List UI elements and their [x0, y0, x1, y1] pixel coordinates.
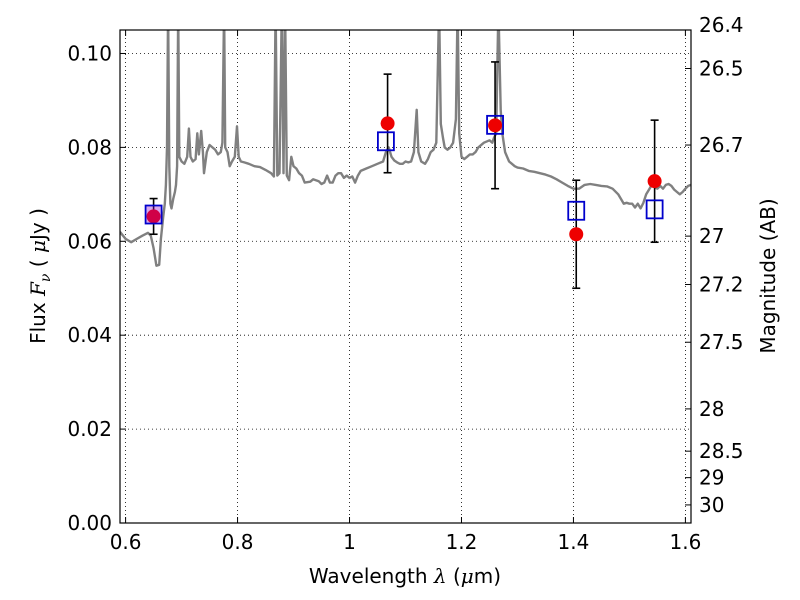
y2-tick-label: 28.5 [699, 439, 744, 463]
y-tick-label: 0.06 [67, 229, 112, 253]
observed-point [488, 118, 503, 133]
model-point [144, 204, 163, 225]
y2-tick-label: 26.7 [699, 133, 744, 157]
y-axis-label: Flux Fν ( μJy ) [26, 208, 54, 344]
y-tick-label: 0.02 [67, 417, 112, 441]
x-tick-label: 0.8 [222, 530, 254, 554]
grid [120, 30, 691, 523]
x-tick-label: 1.4 [558, 530, 590, 554]
y2-tick-label: 30 [699, 493, 724, 517]
x-tick-label: 1 [343, 530, 356, 554]
y2-tick-label: 29 [699, 466, 724, 490]
model-point [486, 114, 504, 135]
x-tick-label: 0.6 [110, 530, 142, 554]
spectrum-line [120, 30, 691, 267]
y2-tick-label: 26.5 [699, 57, 744, 81]
x-tick-label: 1.6 [669, 530, 701, 554]
observed-point [647, 174, 662, 189]
y2-tick-label: 28 [699, 397, 724, 421]
observed-point [569, 227, 584, 242]
observed-point [146, 209, 161, 224]
model-point [567, 200, 586, 221]
overlap-marker [146, 206, 161, 223]
y-tick-label: 0.00 [67, 511, 112, 535]
spectrum-series [120, 30, 691, 267]
axis-ticks [120, 29, 691, 524]
plot-frame [119, 29, 692, 524]
y-tick-label: 0.04 [67, 323, 112, 347]
y2-tick-label: 27.5 [699, 330, 744, 354]
y2-tick-label: 27 [699, 224, 724, 248]
y2-axis-label: Magnitude (AB) [756, 198, 780, 353]
tick-labels: 0.6 0.8 1 1.2 1.4 1.6 0.00 0.02 0.04 0.06 0.08 0.10… [67, 13, 743, 554]
model-point [377, 131, 395, 152]
observed-points [146, 116, 662, 242]
observed-point [380, 116, 395, 131]
x-axis-label: Wavelength λ (μm) [309, 564, 501, 588]
y2-tick-label: 27.2 [699, 272, 744, 296]
y2-tick-label: 26.4 [699, 13, 744, 37]
model-points [144, 114, 664, 225]
y-tick-label: 0.10 [67, 41, 112, 65]
model-point [645, 199, 664, 220]
x-tick-label: 1.2 [446, 530, 478, 554]
y-tick-label: 0.08 [67, 135, 112, 159]
